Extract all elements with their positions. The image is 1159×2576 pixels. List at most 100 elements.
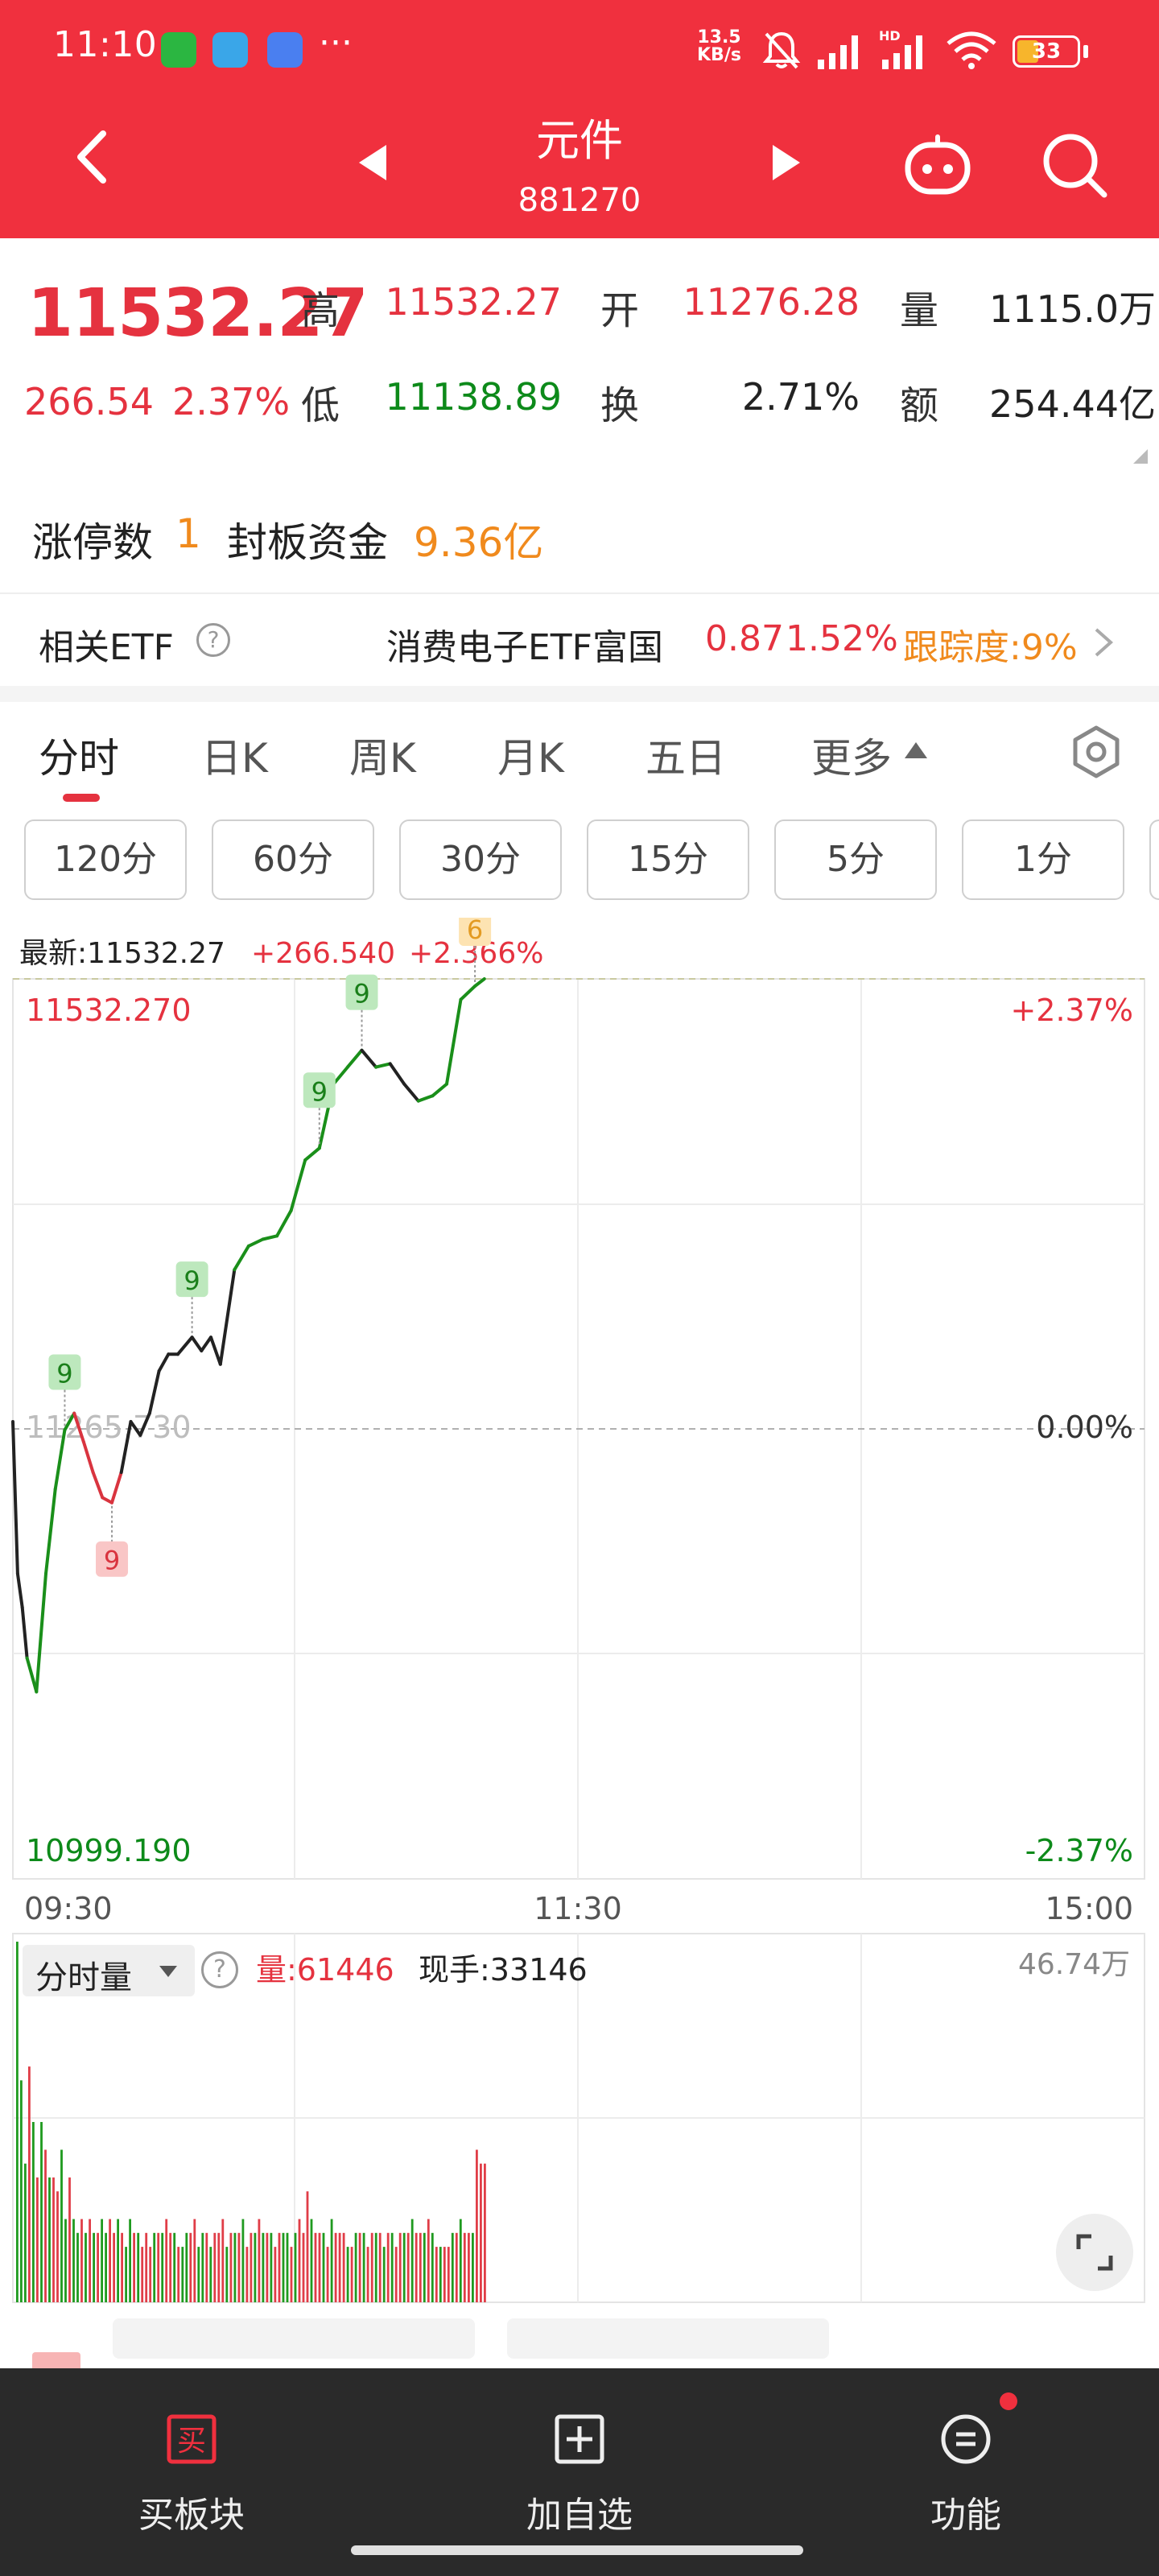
signal-icon	[818, 35, 858, 69]
signal-hd-icon: HD	[879, 29, 922, 69]
volume-bar	[189, 2232, 192, 2302]
price-segment	[35, 1571, 47, 1694]
search-icon[interactable]	[1040, 130, 1109, 200]
volume-bar	[322, 2232, 325, 2302]
robot-assistant-icon[interactable]	[901, 134, 974, 198]
period-30min-button[interactable]: 30分	[399, 819, 562, 900]
buy-icon: 买	[167, 2414, 217, 2464]
tab-daily-k[interactable]: 日K	[201, 735, 268, 782]
volume-bar	[121, 2232, 123, 2302]
period-15min-button[interactable]: 15分	[587, 819, 749, 900]
signal-marker	[303, 1072, 336, 1108]
volume-bar	[455, 2232, 458, 2302]
signal-marker	[48, 1354, 81, 1390]
tab-weekly-k[interactable]: 周K	[349, 735, 416, 782]
pct-bottom-label: -2.37%	[1025, 1833, 1133, 1868]
volume-bar	[169, 2232, 172, 2302]
header-bar: 11:10 ··· 13.5 KB/s HD	[0, 0, 1159, 238]
price-segment	[233, 1244, 250, 1272]
related-etf-row[interactable]: 相关ETF ? 消费电子ETF富国 0.87 1.52% 跟踪度:9%	[0, 596, 1159, 686]
volume-bar	[298, 2219, 301, 2302]
volume-bar	[16, 1942, 19, 2302]
volume-bar	[398, 2232, 402, 2302]
signal-marker	[459, 918, 492, 946]
volume-bar	[402, 2232, 406, 2302]
chart-tabs: 分时 日K 周K 月K 五日 更多	[0, 702, 1159, 805]
add-watchlist-button[interactable]: 加自选	[475, 2397, 684, 2536]
volume-bars	[16, 1942, 486, 2302]
tab-five-day[interactable]: 五日	[645, 735, 726, 782]
price-segment	[119, 1420, 133, 1474]
volume-bar	[326, 2247, 329, 2302]
volume-bar	[318, 2232, 321, 2302]
volume-bar	[415, 2232, 418, 2302]
tab-monthly-k[interactable]: 月K	[497, 735, 564, 782]
volume-bar	[262, 2232, 265, 2302]
volume-bar	[439, 2247, 442, 2302]
notification-dot	[1000, 2392, 1017, 2410]
low-value: 11138.89	[385, 375, 563, 419]
pct-mid-label: 0.00%	[1036, 1410, 1133, 1445]
period-120min-button[interactable]: 120分	[24, 819, 187, 900]
signal-marker-label: 6	[467, 918, 483, 945]
volume-bar	[145, 2232, 148, 2302]
tab-intraday[interactable]: 分时	[39, 735, 119, 782]
period-60min-button[interactable]: 60分	[212, 819, 374, 900]
etf-change-pct: 1.52%	[786, 618, 898, 659]
volume-bar	[137, 2232, 140, 2302]
volume-bar	[56, 2191, 59, 2302]
volume-bar	[258, 2219, 261, 2302]
volume-bar	[201, 2232, 204, 2302]
volume-current-label: 量:61446	[256, 1952, 394, 1988]
period-5min-button[interactable]: 5分	[774, 819, 937, 900]
price-segment	[261, 1234, 279, 1241]
chevron-right-icon[interactable]	[1091, 628, 1116, 657]
amount-label: 额	[900, 383, 939, 428]
volume-bar	[225, 2247, 229, 2302]
prev-stock-icon[interactable]	[359, 145, 388, 180]
volume-bar	[350, 2247, 353, 2302]
period-1min-button[interactable]: 1分	[962, 819, 1124, 900]
etf-name[interactable]: 消费电子ETF富国	[386, 627, 663, 668]
volume-bar	[209, 2247, 212, 2302]
price-line	[11, 977, 486, 1694]
price-segment	[15, 1571, 24, 1609]
volume-bar	[68, 2177, 71, 2302]
volume-bar	[282, 2232, 285, 2302]
volume-bar	[370, 2232, 373, 2302]
volume-bar	[44, 2149, 47, 2302]
volume-bar	[245, 2247, 249, 2302]
home-indicator[interactable]	[351, 2545, 803, 2555]
price-segment	[157, 1352, 171, 1373]
price-segment	[63, 1411, 76, 1432]
fullscreen-button[interactable]	[1056, 2214, 1133, 2291]
tab-more[interactable]: 更多	[811, 735, 892, 782]
volume-help-icon[interactable]: ?	[201, 1951, 238, 1988]
telegram-icon	[212, 32, 248, 68]
volume-bar	[294, 2232, 297, 2302]
signal-marker-label: 9	[353, 979, 369, 1009]
volume-bar	[93, 2232, 95, 2302]
settings-icon[interactable]	[1069, 724, 1124, 779]
price-segment	[246, 1237, 265, 1248]
volume-bar	[48, 2177, 51, 2302]
buy-sector-button[interactable]: 买 买板块	[87, 2397, 296, 2536]
signal-marker-label: 9	[104, 1546, 120, 1576]
volume-type-dropdown[interactable]: 分时量	[23, 1945, 195, 1996]
volume-bar	[338, 2232, 341, 2302]
intraday-chart[interactable]: 最新:11532.27 +266.540 +2.366% 11532.270 1…	[0, 918, 1159, 2367]
volume-value: 1115.0万	[989, 287, 1156, 331]
wifi-icon	[947, 31, 996, 69]
period-more-button[interactable]	[1149, 819, 1159, 900]
help-icon[interactable]: ?	[196, 623, 230, 657]
price-segment	[25, 1656, 39, 1694]
volume-bar	[354, 2232, 357, 2302]
price-segment	[138, 1411, 151, 1437]
function-menu-button[interactable]: 功能	[861, 2397, 1070, 2536]
price-chart-svg[interactable]: 最新:11532.27 +266.540 +2.366% 11532.270 1…	[0, 918, 1159, 2334]
volume-bar	[266, 2232, 269, 2302]
next-stock-icon[interactable]	[771, 145, 800, 180]
expand-corner-icon[interactable]	[1133, 449, 1148, 464]
more-notifications-icon: ···	[319, 23, 353, 64]
back-icon[interactable]	[64, 129, 121, 185]
